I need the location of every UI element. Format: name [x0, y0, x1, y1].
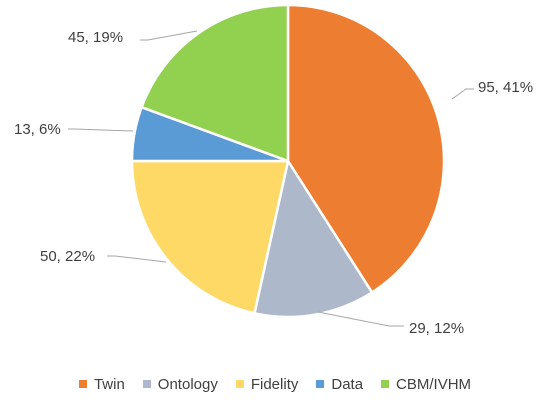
legend-item-ontology: Ontology: [142, 375, 218, 393]
legend-label-ontology: Ontology: [157, 375, 218, 393]
pie-slice-ontology: [253, 159, 374, 319]
legend-swatch-data: [316, 380, 325, 388]
legend-item-twin: Twin: [78, 375, 125, 393]
data-label-data: 13, 6%: [14, 121, 61, 138]
legend-label-cbm-ivhm: CBM/IVHM: [396, 375, 472, 393]
data-label-fidelity: 50, 22%: [40, 248, 95, 265]
leader-line-fidelity: [107, 255, 167, 263]
legend-label-twin: Twin: [93, 375, 125, 393]
data-label-cbm-ivhm: 45, 19%: [68, 29, 123, 46]
legend-item-fidelity: Fidelity: [235, 375, 299, 393]
legend-label-data: Data: [331, 375, 364, 393]
legend-swatch-twin: [78, 380, 87, 388]
legend-swatch-cbm-ivhm: [381, 380, 390, 388]
leader-line-ontology: [317, 311, 404, 327]
legend-item-data: Data: [316, 376, 363, 393]
leader-line-twin: [451, 88, 474, 100]
legend: Twin Ontology Fidelity Data CBM/IVHM: [0, 372, 550, 396]
data-labels: 95, 41% 29, 12% 50, 22% 13, 6% 45, 19%: [14, 29, 533, 337]
pie-slice-fidelity: [130, 159, 290, 315]
leader-lines: [68, 30, 474, 327]
data-label-ontology: 29, 12%: [409, 320, 464, 337]
leader-line-cbm-ivhm: [140, 30, 198, 41]
legend-label-fidelity: Fidelity: [250, 375, 299, 393]
leader-line-data: [68, 128, 134, 132]
legend-swatch-fidelity: [235, 380, 244, 388]
data-label-twin: 95, 41%: [478, 79, 533, 96]
pie-slices: [130, 3, 446, 319]
legend-swatch-ontology: [142, 380, 151, 388]
legend-item-cbm-ivhm: CBM/IVHM: [381, 376, 471, 393]
pie-slice-cbm-ivhm: [140, 3, 290, 163]
